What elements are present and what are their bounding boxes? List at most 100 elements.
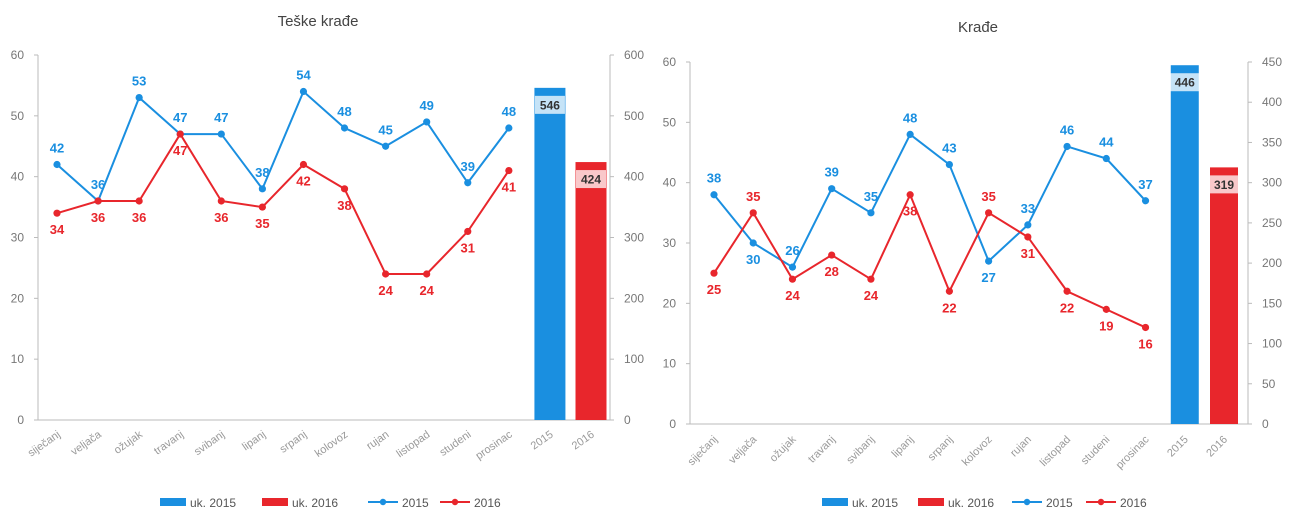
right-tick-label: 450 bbox=[1262, 55, 1282, 69]
series-point-2015 bbox=[464, 179, 471, 186]
series-point-2015 bbox=[300, 88, 307, 95]
left-tick-label: 60 bbox=[663, 55, 677, 69]
right-tick-label: 200 bbox=[624, 291, 644, 305]
series-data-label-2016: 41 bbox=[502, 180, 516, 195]
right-tick-label: 400 bbox=[1262, 95, 1282, 109]
legend-marker-2015 bbox=[1024, 499, 1030, 505]
series-point-2015 bbox=[710, 191, 717, 198]
series-data-label-2016: 38 bbox=[337, 198, 351, 213]
series-data-label-2015: 54 bbox=[296, 68, 311, 83]
series-data-label-2015: 46 bbox=[1060, 122, 1074, 137]
series-point-2015 bbox=[1063, 143, 1070, 150]
legend-label: 2015 bbox=[1046, 496, 1073, 510]
right-tick-label: 150 bbox=[1262, 296, 1282, 310]
series-data-label-2015: 43 bbox=[942, 141, 956, 156]
right-tick-label: 500 bbox=[624, 109, 644, 123]
series-data-label-2015: 36 bbox=[91, 177, 105, 192]
series-point-2015 bbox=[382, 143, 389, 150]
left-tick-label: 20 bbox=[663, 296, 677, 310]
series-data-label-2015: 38 bbox=[255, 165, 269, 180]
category-label: siječanj bbox=[686, 434, 720, 468]
series-data-label-2015: 39 bbox=[824, 165, 838, 180]
series-data-label-2016: 47 bbox=[173, 143, 187, 158]
category-label: listopad bbox=[1038, 434, 1073, 469]
right-tick-label: 0 bbox=[624, 413, 631, 427]
legend-label: 2016 bbox=[474, 496, 501, 510]
series-point-2016 bbox=[1024, 233, 1031, 240]
series-data-label-2015: 48 bbox=[337, 104, 351, 119]
series-point-2016 bbox=[1063, 288, 1070, 295]
series-point-2016 bbox=[505, 167, 512, 174]
category-label: srpanj bbox=[278, 429, 309, 456]
left-tick-label: 40 bbox=[11, 170, 25, 184]
legend: uk. 2015 uk. 2016 2015 2016 bbox=[822, 496, 1147, 510]
series-data-label-2015: 37 bbox=[1138, 177, 1152, 192]
bar-data-label: 319 bbox=[1214, 178, 1234, 192]
series-point-2016 bbox=[300, 161, 307, 168]
left-tick-label: 20 bbox=[11, 291, 25, 305]
series-point-2016 bbox=[341, 185, 348, 192]
category-label: rujan bbox=[364, 429, 391, 453]
series-data-label-2016: 24 bbox=[378, 283, 393, 298]
chart-1: Teške krađe01020304050600100200300400500… bbox=[11, 13, 645, 510]
series-data-label-2015: 49 bbox=[419, 98, 433, 113]
right-tick-label: 0 bbox=[1262, 417, 1269, 431]
legend-label: uk. 2015 bbox=[852, 496, 898, 510]
series-data-label-2016: 31 bbox=[461, 240, 475, 255]
legend: uk. 2015 uk. 2016 2015 2016 bbox=[160, 496, 501, 510]
series-data-label-2015: 26 bbox=[785, 243, 799, 258]
bar-data-label: 424 bbox=[581, 173, 601, 187]
series-point-2016 bbox=[710, 270, 717, 277]
total-bar-2015 bbox=[1171, 65, 1199, 424]
series-point-2016 bbox=[750, 209, 757, 216]
bar-data-label: 546 bbox=[540, 98, 560, 112]
legend-label: uk. 2016 bbox=[292, 496, 338, 510]
series-point-2015 bbox=[1024, 221, 1031, 228]
right-tick-label: 100 bbox=[624, 352, 644, 366]
category-label: svibanj bbox=[192, 429, 227, 458]
series-data-label-2015: 35 bbox=[864, 189, 878, 204]
category-label: prosinac bbox=[1114, 433, 1152, 471]
series-point-2016 bbox=[94, 197, 101, 204]
legend-label: 2015 bbox=[402, 496, 429, 510]
left-tick-label: 60 bbox=[11, 48, 25, 62]
series-data-label-2016: 24 bbox=[419, 283, 434, 298]
legend-swatch-bar-2015 bbox=[822, 498, 848, 506]
series-point-2016 bbox=[1142, 324, 1149, 331]
series-point-2016 bbox=[136, 197, 143, 204]
legend-marker-2015 bbox=[380, 499, 386, 505]
series-data-label-2015: 45 bbox=[378, 122, 392, 137]
series-point-2015 bbox=[1142, 197, 1149, 204]
category-label: studeni bbox=[1079, 434, 1113, 468]
series-point-2016 bbox=[259, 203, 266, 210]
right-tick-label: 350 bbox=[1262, 135, 1282, 149]
category-label: ožujak bbox=[112, 428, 145, 456]
series-point-2016 bbox=[1103, 306, 1110, 313]
series-data-label-2016: 34 bbox=[50, 222, 65, 237]
bar-data-label: 446 bbox=[1175, 76, 1195, 90]
series-data-label-2016: 36 bbox=[214, 210, 228, 225]
right-tick-label: 300 bbox=[624, 231, 644, 245]
category-label: prosinac bbox=[474, 428, 515, 462]
category-label: svibanj bbox=[844, 434, 877, 467]
series-data-label-2016: 16 bbox=[1138, 336, 1152, 351]
series-data-label-2016: 24 bbox=[864, 288, 879, 303]
series-line-2016 bbox=[714, 195, 1146, 328]
category-label: travanj bbox=[806, 434, 838, 466]
series-data-label-2015: 44 bbox=[1099, 135, 1114, 150]
series-data-label-2015: 53 bbox=[132, 74, 146, 89]
category-label: listopad bbox=[394, 429, 432, 461]
series-point-2016 bbox=[907, 191, 914, 198]
series-data-label-2015: 42 bbox=[50, 141, 64, 156]
series-point-2016 bbox=[53, 210, 60, 217]
category-label: kolovoz bbox=[313, 429, 350, 460]
series-point-2015 bbox=[828, 185, 835, 192]
category-label: rujan bbox=[1008, 434, 1034, 460]
series-point-2015 bbox=[505, 124, 512, 131]
series-point-2015 bbox=[985, 258, 992, 265]
series-data-label-2016: 42 bbox=[296, 174, 310, 189]
legend-swatch-bar-2015 bbox=[160, 498, 186, 506]
series-point-2015 bbox=[136, 94, 143, 101]
series-point-2015 bbox=[218, 130, 225, 137]
